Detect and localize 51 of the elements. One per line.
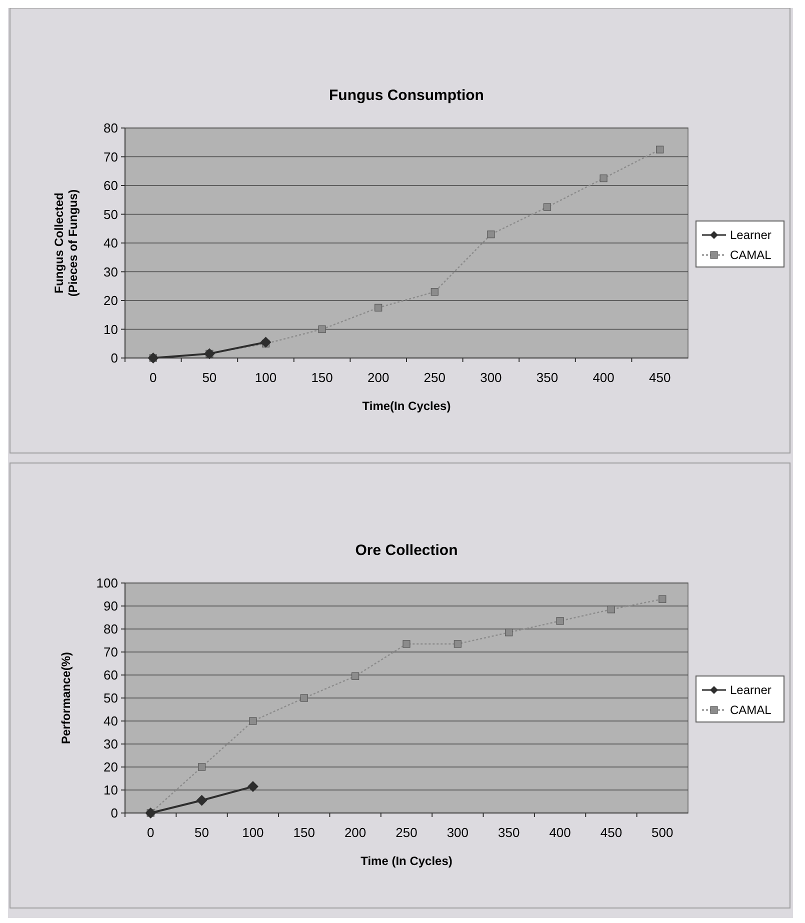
x-tick-label: 200 [368, 370, 390, 385]
x-tick-label: 100 [254, 370, 277, 385]
legend-label: CAMAL [730, 248, 772, 262]
y-tick-label: 40 [104, 714, 118, 729]
x-tick-label: 350 [536, 370, 558, 385]
x-tick-label: 150 [293, 825, 315, 840]
y-tick-label: 60 [104, 178, 118, 194]
x-tick-label: 450 [600, 825, 622, 840]
chart-title: Ore Collection [355, 542, 458, 559]
x-tick-label: 50 [202, 370, 217, 385]
y-tick-label: 80 [104, 622, 118, 637]
y-tick-label: 20 [104, 760, 118, 775]
x-tick-label: 400 [549, 825, 571, 840]
x-tick-label: 100 [242, 825, 264, 840]
y-tick-label: 0 [110, 806, 118, 821]
y-tick-label: 30 [104, 736, 118, 752]
y-axis-title: Performance(%) [59, 652, 73, 744]
y-tick-label: 10 [104, 782, 118, 798]
y-tick-label: 70 [104, 644, 118, 660]
x-axis-title: Time (In Cycles) [360, 854, 452, 868]
y-tick-label: 70 [104, 149, 118, 164]
x-tick-label: 500 [652, 825, 674, 840]
y-tick-label: 90 [104, 598, 118, 614]
y-tick-label: 0 [110, 350, 118, 366]
y-tick-label: 40 [104, 236, 118, 251]
x-tick-label: 400 [592, 370, 614, 385]
x-tick-label: 250 [396, 825, 418, 840]
x-tick-label: 300 [480, 370, 502, 385]
legend-label: CAMAL [730, 703, 772, 718]
y-tick-label: 20 [104, 293, 118, 308]
chart-title: Fungus Consumption [329, 87, 484, 104]
y-tick-label: 50 [104, 690, 118, 706]
x-tick-label: 0 [146, 825, 154, 840]
y-tick-label: 100 [96, 576, 118, 591]
y-tick-label: 50 [104, 206, 118, 222]
x-tick-label: 50 [194, 825, 210, 840]
y-tick-label: 30 [104, 264, 118, 280]
y-tick-label: 80 [104, 120, 118, 136]
y-tick-label: 60 [104, 668, 118, 683]
x-tick-label: 250 [424, 370, 446, 385]
x-tick-label: 300 [446, 825, 469, 840]
legend-label: Learner [730, 228, 772, 242]
x-tick-label: 150 [311, 370, 333, 385]
x-tick-label: 200 [344, 825, 366, 840]
x-tick-label: 0 [150, 370, 157, 385]
x-axis-title: Time(In Cycles) [362, 399, 451, 413]
x-tick-label: 450 [649, 370, 671, 385]
legend-label: Learner [730, 683, 772, 698]
y-axis-title: Fungus Collected (Pieces of Fungus) [52, 189, 80, 297]
x-tick-label: 350 [498, 825, 520, 840]
y-tick-label: 10 [104, 322, 118, 337]
